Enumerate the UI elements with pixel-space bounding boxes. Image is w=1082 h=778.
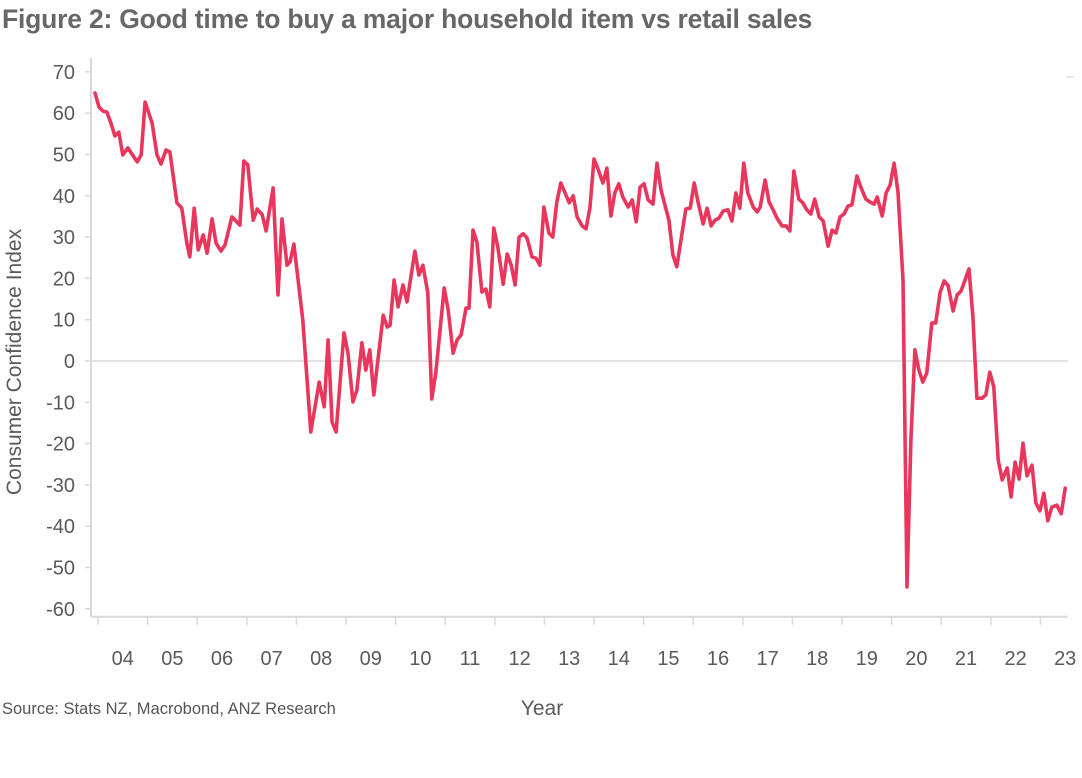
y-tick-label: 10 xyxy=(53,310,75,332)
y-tick-label: 0 xyxy=(64,351,75,373)
y-tick-label: 70 xyxy=(53,62,75,84)
y-tick-label: 40 xyxy=(53,186,75,208)
x-tick-label: 19 xyxy=(856,648,878,670)
x-tick-label: 17 xyxy=(756,648,778,670)
x-tick-label: 09 xyxy=(360,648,382,670)
x-tick-label: 11 xyxy=(460,648,481,670)
y-tick-label: -20 xyxy=(46,434,75,456)
series-line-consumer-confidence xyxy=(93,91,1067,589)
x-tick-label: 07 xyxy=(260,648,282,670)
x-tick-label: 23 xyxy=(1054,648,1076,670)
x-tick-label: 21 xyxy=(955,648,977,670)
x-tick-label: 15 xyxy=(657,648,679,670)
y-tick-label: -40 xyxy=(46,516,75,538)
x-tick-label: 20 xyxy=(905,648,927,670)
y-tick-label: 60 xyxy=(53,103,75,125)
x-tick-label: 10 xyxy=(409,648,431,670)
x-tick-label: 22 xyxy=(1004,648,1026,670)
x-axis-ticks: 04 05 06 07 08 09 10 11 12 13 14 15 16 17 18 19 20 21 22 23 xyxy=(97,616,1076,670)
y-tick-label: 20 xyxy=(53,268,75,290)
x-tick-label: 18 xyxy=(806,648,828,670)
y-axis-ticks: 70 60 50 40 30 20 10 0 -10 -20 -30 -40 -50 -60 xyxy=(46,62,92,621)
y-tick-label: -30 xyxy=(46,475,75,497)
x-tick-label: 16 xyxy=(707,648,729,670)
x-tick-label: 14 xyxy=(608,648,630,670)
y-tick-label: 30 xyxy=(53,227,75,249)
chart-title: Figure 2: Good time to buy a major house… xyxy=(2,4,813,34)
x-tick-label: 12 xyxy=(508,648,530,670)
x-axis-title: Year xyxy=(521,697,563,720)
x-tick-label: 06 xyxy=(211,648,233,670)
x-tick-label: 05 xyxy=(161,648,183,670)
x-tick-label: 13 xyxy=(558,648,580,670)
y-tick-label: -50 xyxy=(46,558,75,580)
y-tick-label: -60 xyxy=(46,599,75,621)
x-tick-label: 08 xyxy=(310,648,332,670)
y-tick-label: 50 xyxy=(53,145,75,167)
axes xyxy=(90,58,1074,618)
source-note: Source: Stats NZ, Macrobond, ANZ Researc… xyxy=(2,700,336,718)
y-tick-label: -10 xyxy=(46,392,75,414)
x-tick-label: 04 xyxy=(112,648,134,670)
y-axis-title: Consumer Confidence Index xyxy=(3,228,26,495)
